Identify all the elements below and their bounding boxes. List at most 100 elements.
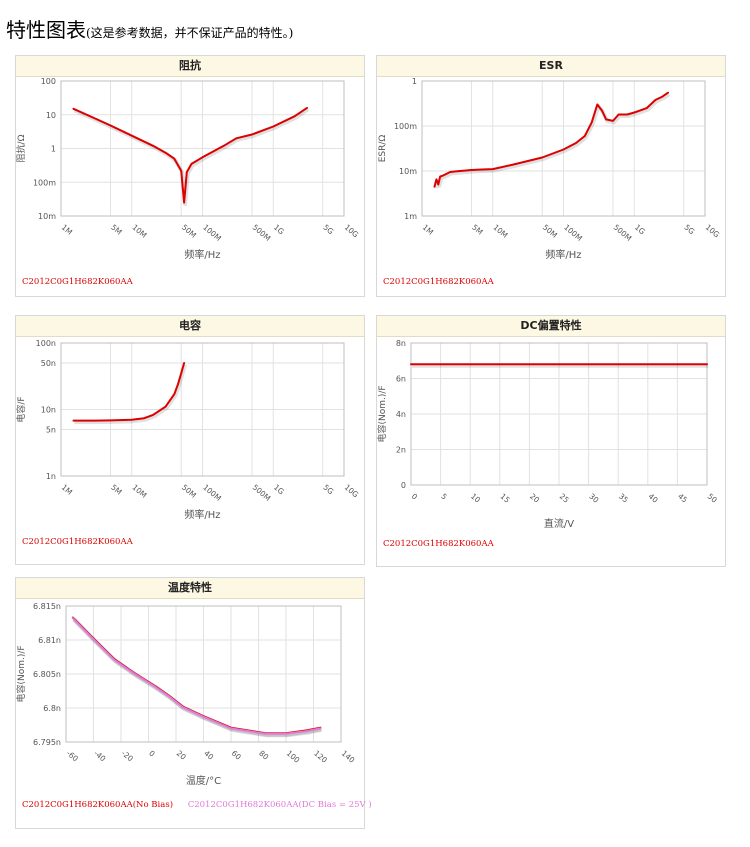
x-tick-label: 50M <box>180 223 198 240</box>
x-tick-label: 50M <box>541 223 559 240</box>
x-tick-label: 10G <box>704 223 722 240</box>
dc-bias-chart: 0 5 10 15 20 25 30 35 40 45 50 0 2n 4n 6n 8n 直流/V 电容(Nom.… <box>377 339 719 530</box>
x-tick-label: 0 <box>410 492 420 502</box>
x-tick-label: 10 <box>469 492 482 505</box>
esr-panel-title: ESR <box>377 56 725 77</box>
impedance-panel-title: 阻抗 <box>16 56 364 77</box>
y-tick-label: 10 <box>46 111 56 120</box>
y-tick-label: 50n <box>41 359 56 368</box>
y-tick-label: 100m <box>33 178 56 187</box>
dc-bias-legend: C2012C0G1H682K060AA <box>383 539 506 549</box>
y-tick-label: 10m <box>38 212 56 221</box>
x-tick-label: 10M <box>130 223 148 240</box>
y-tick-label: 6.81n <box>38 636 61 645</box>
x-tick-label: 1M <box>60 223 74 237</box>
series-shadow <box>433 92 671 189</box>
x-tick-label: 100M <box>201 483 223 503</box>
x-tick-label: 10M <box>130 483 148 500</box>
y-axis-label: 电容(Nom.)/F <box>377 385 388 442</box>
x-tick-label: 40 <box>647 492 660 505</box>
y-tick-label: 10m <box>399 167 417 176</box>
y-tick-label: 6.795n <box>33 738 61 747</box>
y-tick-label: 4n <box>396 410 406 419</box>
page-title-main: 特性图表 <box>6 18 86 42</box>
x-tick-label: 10G <box>343 223 361 240</box>
x-tick-label: 500M <box>251 483 273 503</box>
y-tick-label: 1 <box>412 77 417 86</box>
x-tick-label: 100M <box>562 223 584 243</box>
x-tick-label: 500M <box>251 223 273 243</box>
esr-panel: ESR 1M 5M 10M 50M 100M 500M 1G 5G 10G 1m 10m 100m 1 频… <box>376 55 726 297</box>
series-line-0 <box>433 91 669 188</box>
impedance-chart: 1M 5M 10M 50M 100M 500M 1G 5G 10G 10m 100m 1 10 100 频率… <box>16 77 361 261</box>
x-tick-label: 35 <box>617 492 630 505</box>
y-tick-label: 6.805n <box>33 670 61 679</box>
x-tick-label: 100M <box>201 223 223 243</box>
x-axis-label: 直流/V <box>544 517 574 530</box>
x-tick-label: 140 <box>340 749 357 765</box>
x-tick-label: 1M <box>421 223 435 237</box>
y-tick-label: 6n <box>396 375 406 384</box>
legend-entry: C2012C0G1H682K060AA <box>22 277 133 287</box>
x-tick-label: 20 <box>528 492 541 505</box>
y-tick-label: 5n <box>46 426 56 435</box>
x-tick-label: 80 <box>257 749 270 762</box>
y-tick-label: 8n <box>396 339 406 348</box>
legend-entry: C2012C0G1H682K060AA <box>383 277 494 287</box>
plot-border <box>65 605 342 743</box>
y-tick-label: 2n <box>396 446 406 455</box>
temperature-chart: -60 -40 -20 0 20 40 60 80 100 120 140 6.795n 6.8n 6.8… <box>16 602 357 787</box>
x-tick-label: -40 <box>92 749 107 764</box>
legend-entry: C2012C0G1H682K060AA(No Bias) <box>22 800 174 810</box>
plot-border <box>60 80 345 217</box>
x-tick-label: 40 <box>202 749 215 762</box>
esr-legend: C2012C0G1H682K060AA <box>383 277 506 287</box>
x-tick-label: 5G <box>682 223 696 237</box>
dc-bias-panel: DC偏置特性 0 5 10 15 20 25 30 35 40 45 50 0 2n 4n 6n 8n 直流/V… <box>376 315 726 567</box>
y-tick-label: 1n <box>46 472 56 481</box>
x-tick-label: 1G <box>272 223 286 237</box>
y-tick-label: 100 <box>41 77 56 86</box>
legend-entry: C2012C0G1H682K060AA(DC Bias = 25V ) <box>187 800 372 810</box>
temperature-panel-title: 温度特性 <box>16 578 364 599</box>
temperature-legend: C2012C0G1H682K060AA(No Bias) C2012C0G1H6… <box>22 800 384 810</box>
x-tick-label: 10G <box>343 483 361 500</box>
series-line-0 <box>72 362 186 422</box>
x-tick-label: 30 <box>587 492 600 505</box>
x-tick-label: 60 <box>230 749 243 762</box>
y-tick-label: 100n <box>36 339 56 348</box>
x-tick-label: 10M <box>491 223 509 240</box>
x-tick-label: 100 <box>285 749 302 765</box>
y-axis-label: 电容(Nom.)/F <box>16 645 27 702</box>
x-tick-label: 5G <box>321 223 335 237</box>
series-line-0 <box>72 106 308 204</box>
capacitance-panel-title: 电容 <box>16 316 364 337</box>
x-axis-label: 频率/Hz <box>184 248 220 261</box>
x-tick-label: -60 <box>65 749 80 764</box>
x-tick-label: 5 <box>439 492 449 502</box>
y-tick-label: 0 <box>401 481 406 490</box>
y-tick-label: 1m <box>404 212 417 221</box>
x-tick-label: 1G <box>633 223 647 237</box>
x-axis-label: 频率/Hz <box>184 508 220 521</box>
x-tick-label: 25 <box>558 492 571 505</box>
y-axis-label: 阻抗/Ω <box>16 134 27 162</box>
plot-border <box>410 342 708 486</box>
series-line-1 <box>71 617 322 735</box>
x-tick-label: 5M <box>109 483 123 497</box>
x-tick-label: 15 <box>499 492 512 505</box>
legend-entry: C2012C0G1H682K060AA <box>22 537 133 547</box>
y-tick-label: 100m <box>394 122 417 131</box>
capacitance-panel: 电容 1M 5M 10M 50M 100M 500M 1G 5G 10G 1n 5n 10n 50n 10… <box>15 315 365 565</box>
temperature-panel: 温度特性 -60 -40 -20 0 20 40 60 80 100 120 140 6.795n 6.… <box>15 577 372 829</box>
x-tick-label: 1G <box>272 483 286 497</box>
y-tick-label: 6.8n <box>43 704 61 713</box>
x-axis-label: 温度/°C <box>186 774 221 787</box>
x-tick-label: 50 <box>706 492 719 505</box>
capacitance-chart: 1M 5M 10M 50M 100M 500M 1G 5G 10G 1n 5n 10n 50n 100n 频… <box>16 339 361 521</box>
y-tick-label: 10n <box>41 406 56 415</box>
dc-bias-panel-title: DC偏置特性 <box>377 316 725 337</box>
page-title: 特性图表(这是参考数据，并不保证产品的特性。) <box>6 14 293 43</box>
x-tick-label: 5G <box>321 483 335 497</box>
x-tick-label: 5M <box>109 223 123 237</box>
